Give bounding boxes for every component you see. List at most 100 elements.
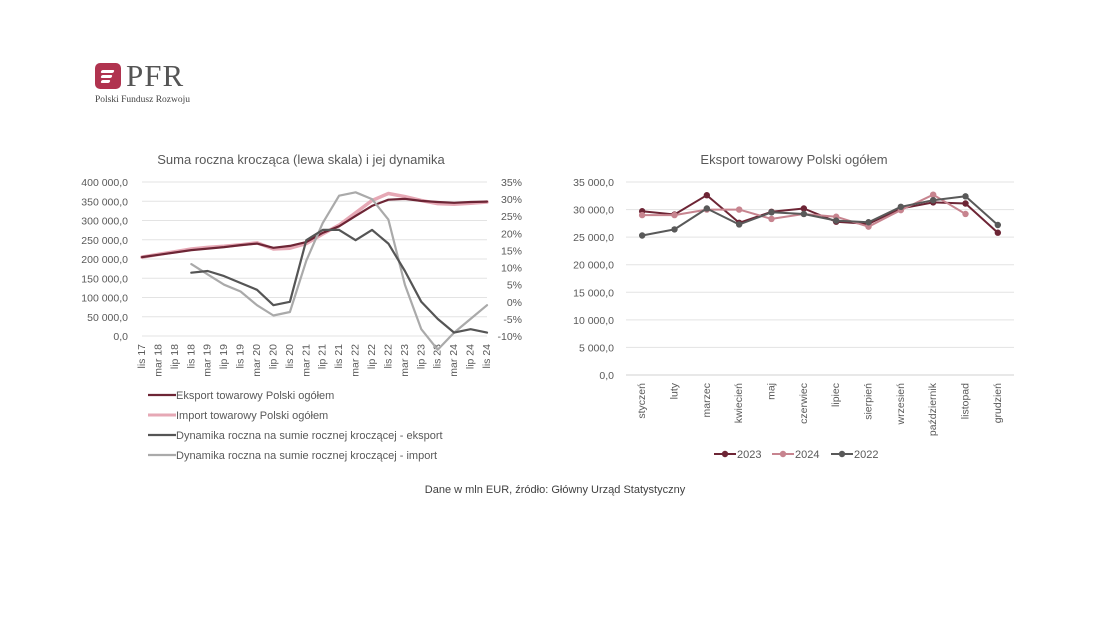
series-line-1: [140, 197, 489, 259]
category-label: październik: [927, 382, 939, 436]
x-tick-label: lip 22: [366, 344, 378, 369]
category-label: luty: [669, 382, 681, 399]
x-tick-label: mar 24: [448, 344, 460, 377]
left-y-tick-label: 400 000,0: [81, 177, 128, 189]
right-chart-y-tick-label: 0,0: [599, 370, 614, 382]
x-tick-label: mar 19: [202, 344, 214, 377]
data-point-2024: [735, 206, 743, 213]
right-chart-y-tick-label: 5 000,0: [579, 342, 614, 354]
data-point-2024: [768, 215, 775, 223]
data-point-2022: [703, 205, 711, 212]
left-y-tick-label: 0,0: [113, 331, 128, 343]
category-label: listopad: [960, 383, 972, 419]
category-label: lipiec: [830, 383, 842, 407]
data-point-2023: [800, 205, 808, 212]
x-tick-label: lip 20: [267, 344, 279, 369]
logo-subtitle: Polski Fundusz Rozwoju: [95, 95, 191, 105]
data-point-2022: [671, 226, 678, 233]
data-point-2024: [962, 210, 969, 218]
data-point-2022: [735, 221, 743, 228]
legend-marker: [721, 450, 729, 458]
legend-marker: [838, 450, 846, 458]
x-tick-label: lis 20: [284, 344, 296, 369]
right-y-tick-label: 35%: [501, 177, 522, 189]
category-label: czerwiec: [798, 383, 810, 424]
x-tick-label: lip 24: [465, 344, 477, 369]
left-y-tick-label: 150 000,0: [81, 273, 128, 285]
data-point-2022: [832, 217, 840, 224]
right-y-tick-label: 5%: [507, 280, 522, 292]
legend-marker: [779, 450, 787, 458]
right-chart-title: Eksport towarowy Polski ogółem: [700, 152, 887, 167]
x-tick-label: lis 23: [432, 344, 444, 369]
series-line-4: [190, 191, 489, 351]
left-y-tick-label: 200 000,0: [81, 254, 128, 266]
data-point-2024: [929, 191, 937, 198]
right-y-tick-label: 25%: [501, 211, 522, 223]
right-y-tick-label: 15%: [501, 245, 522, 257]
right-chart-y-tick-label: 15 000,0: [573, 287, 614, 299]
x-tick-label: lip 18: [169, 344, 181, 369]
legend-label: 2022: [854, 449, 878, 461]
data-point-2022: [638, 232, 646, 239]
right-chart-y-tick-label: 30 000,0: [573, 205, 614, 217]
right-chart-y-tick-label: 10 000,0: [573, 315, 614, 327]
category-label: wrzesień: [895, 383, 907, 426]
x-tick-label: mar 23: [399, 344, 411, 377]
left-y-tick-label: 50 000,0: [87, 312, 128, 324]
x-tick-label: mar 21: [300, 344, 312, 377]
right-chart-y-tick-label: 25 000,0: [573, 232, 614, 244]
x-tick-label: lip 21: [317, 344, 329, 369]
legend-label: Import towarowy Polski ogółem: [176, 410, 328, 422]
data-point-2022: [897, 203, 905, 211]
source-note: Dane w mln EUR, źródło: Główny Urząd Sta…: [424, 484, 686, 496]
series-line-3: [190, 228, 489, 334]
pfr-logo: PFR Polski Fundusz Rozwoju: [95, 58, 191, 105]
x-tick-label: mar 20: [251, 344, 263, 377]
right-chart-y-tick-label: 20 000,0: [573, 260, 614, 272]
data-point-2022: [994, 221, 1002, 229]
data-point-2024: [638, 211, 646, 219]
logo-name: PFR: [126, 58, 185, 93]
x-tick-label: lis 19: [235, 344, 247, 369]
x-tick-label: lis 18: [185, 344, 197, 369]
series-line-2022: [642, 195, 999, 237]
data-point-2023: [962, 200, 969, 207]
x-tick-label: mar 18: [152, 344, 164, 377]
right-y-tick-label: -10%: [497, 331, 522, 343]
category-label: styczeń: [636, 383, 648, 419]
data-point-2022: [865, 219, 872, 226]
series-line-2: [140, 191, 489, 259]
data-point-2022: [768, 209, 775, 216]
legend-label: Dynamika roczna na sumie rocznej krocząc…: [176, 430, 443, 442]
left-y-tick-label: 300 000,0: [81, 216, 128, 228]
right-y-tick-label: 10%: [501, 263, 522, 275]
data-point-2024: [671, 211, 678, 219]
right-chart-y-tick-label: 35 000,0: [573, 177, 614, 189]
pfr-logo-icon: [95, 63, 121, 89]
right-y-tick-label: 0%: [507, 297, 522, 309]
x-tick-label: lip 19: [218, 344, 230, 369]
category-label: marzec: [701, 383, 713, 417]
data-point-2022: [962, 193, 969, 200]
legend-label: Dynamika roczna na sumie rocznej krocząc…: [176, 450, 437, 462]
category-label: kwiecień: [733, 383, 745, 423]
data-point-2023: [994, 229, 1002, 236]
right-y-tick-label: 20%: [501, 228, 522, 240]
left-y-tick-label: 250 000,0: [81, 235, 128, 247]
data-point-2023: [703, 192, 711, 199]
left-chart-title: Suma roczna krocząca (lewa skala) i jej …: [157, 152, 445, 167]
category-label: grudzień: [992, 383, 1004, 423]
legend-label: 2023: [737, 449, 761, 461]
right-y-tick-label: -5%: [503, 314, 522, 326]
legend-label: Eksport towarowy Polski ogółem: [176, 390, 334, 402]
legend-label: 2024: [795, 449, 819, 461]
x-tick-label: lis 21: [333, 344, 345, 369]
data-point-2024: [865, 223, 872, 230]
left-y-tick-label: 350 000,0: [81, 196, 128, 208]
category-label: sierpień: [863, 383, 875, 420]
x-tick-label: lip 23: [415, 344, 427, 369]
right-y-tick-label: 30%: [501, 194, 522, 206]
left-y-tick-label: 100 000,0: [81, 293, 128, 305]
